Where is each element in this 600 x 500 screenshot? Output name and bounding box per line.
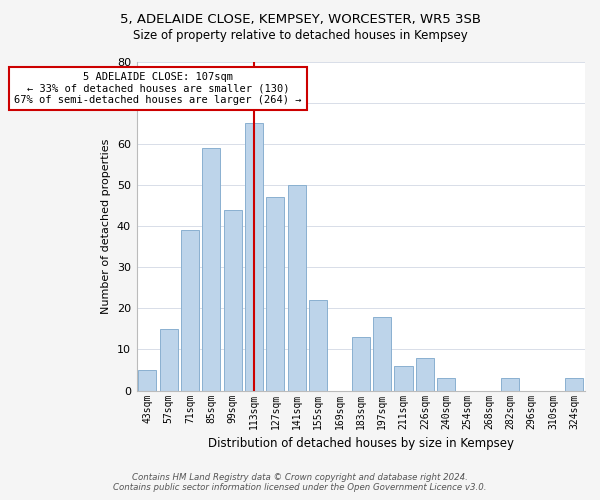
Bar (565, 378, 583, 390)
Bar (138, 370, 157, 390)
Bar (437, 378, 455, 390)
Bar (373, 316, 391, 390)
Bar (501, 378, 520, 390)
X-axis label: Distribution of detached houses by size in Kempsey: Distribution of detached houses by size … (208, 437, 514, 450)
Bar (266, 198, 284, 390)
Y-axis label: Number of detached properties: Number of detached properties (101, 138, 112, 314)
Text: 5, ADELAIDE CLOSE, KEMPSEY, WORCESTER, WR5 3SB: 5, ADELAIDE CLOSE, KEMPSEY, WORCESTER, W… (119, 12, 481, 26)
Text: Contains HM Land Registry data © Crown copyright and database right 2024.
Contai: Contains HM Land Registry data © Crown c… (113, 473, 487, 492)
Bar (224, 210, 242, 390)
Bar (287, 185, 306, 390)
Bar (160, 329, 178, 390)
Text: Size of property relative to detached houses in Kempsey: Size of property relative to detached ho… (133, 29, 467, 42)
Bar (394, 366, 413, 390)
Bar (202, 148, 220, 390)
Bar (245, 123, 263, 390)
Bar (181, 230, 199, 390)
Bar (309, 300, 327, 390)
Bar (352, 337, 370, 390)
Text: 5 ADELAIDE CLOSE: 107sqm
← 33% of detached houses are smaller (130)
67% of semi-: 5 ADELAIDE CLOSE: 107sqm ← 33% of detach… (14, 72, 302, 105)
Bar (416, 358, 434, 390)
